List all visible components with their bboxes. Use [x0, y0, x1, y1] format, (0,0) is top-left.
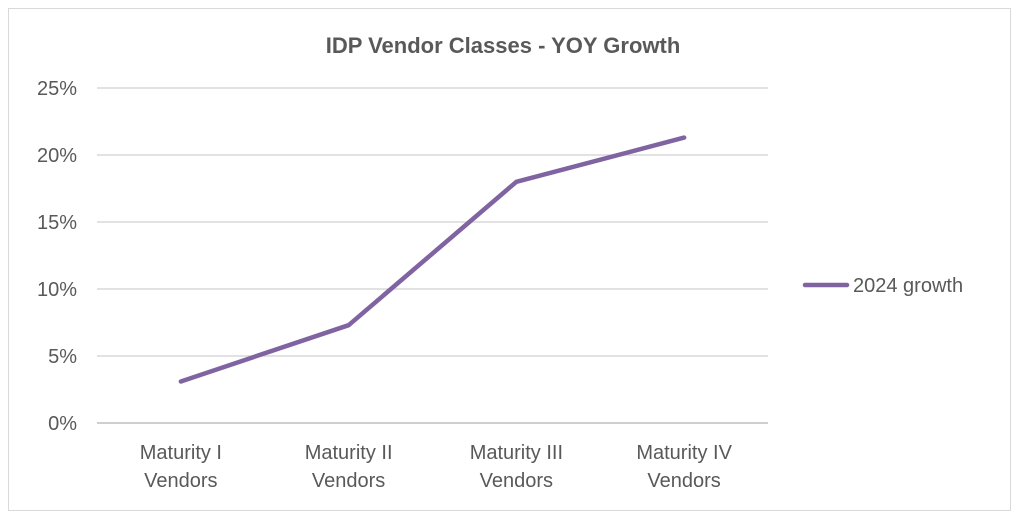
y-tick-label: 25% — [37, 78, 77, 100]
x-tick-label: Maturity IV — [636, 442, 732, 464]
chart-title: IDP Vendor Classes - YOY Growth — [326, 33, 681, 58]
y-tick-label: 0% — [48, 413, 77, 435]
legend-label: 2024 growth — [853, 275, 963, 297]
x-tick-label: Maturity III — [470, 442, 563, 464]
x-tick-label: Maturity II — [305, 442, 393, 464]
x-tick-label: Vendors — [480, 470, 553, 492]
x-tick-label: Vendors — [312, 470, 385, 492]
y-tick-label: 5% — [48, 346, 77, 368]
chart-frame — [8, 8, 1011, 511]
y-tick-label: 10% — [37, 279, 77, 301]
x-tick-label: Vendors — [647, 470, 720, 492]
x-tick-label: Maturity I — [140, 442, 222, 464]
x-tick-label: Vendors — [144, 470, 217, 492]
y-tick-label: 15% — [37, 212, 77, 234]
y-tick-label: 20% — [37, 145, 77, 167]
series-line-0 — [178, 135, 687, 384]
